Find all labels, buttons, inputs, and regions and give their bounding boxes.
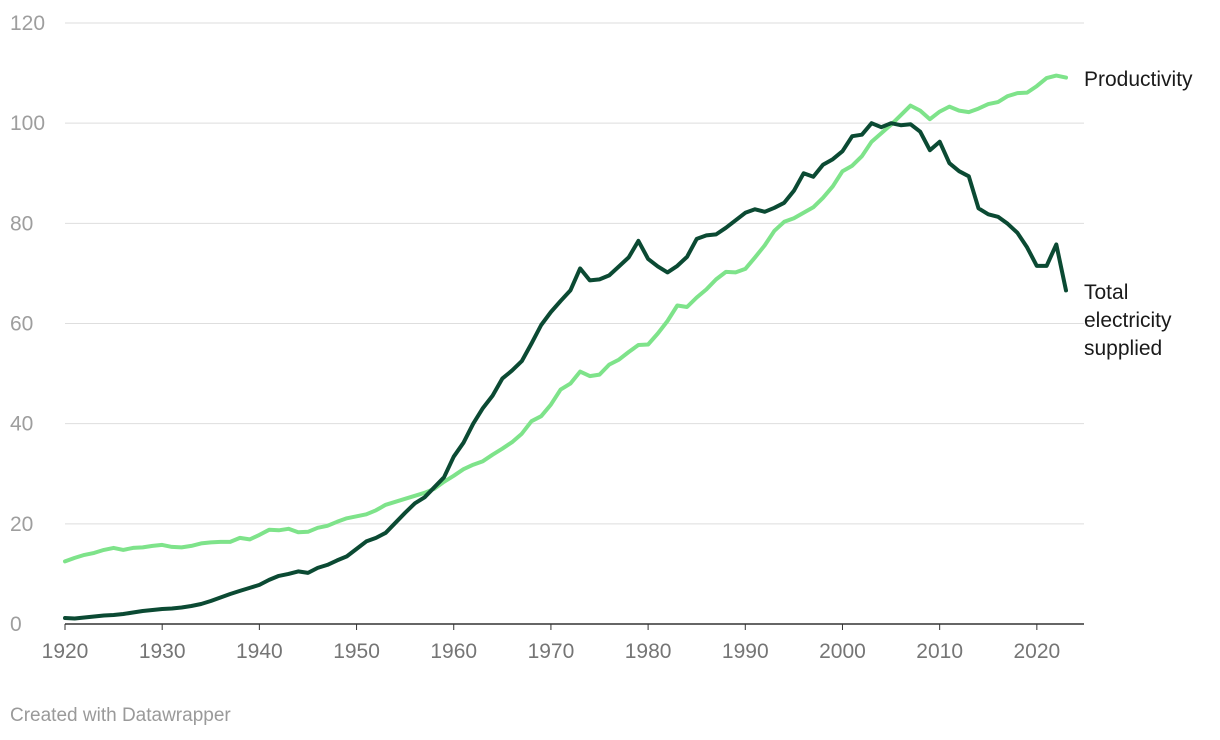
y-tick-label: 20 (10, 513, 33, 536)
x-tick-label: 1940 (236, 640, 283, 663)
x-tick-label: 1980 (625, 640, 672, 663)
footer-credit: Created with Datawrapper (10, 705, 231, 726)
x-tick-label: 2020 (1013, 640, 1060, 663)
series-labels: Productivity Total electricity supplied (1084, 68, 1193, 360)
y-tick-label: 100 (10, 112, 45, 135)
x-tick-label: 1960 (430, 640, 477, 663)
y-tick-label: 0 (10, 613, 22, 636)
x-tick-label: 1920 (42, 640, 89, 663)
x-axis: 1920 1930 1940 1950 1960 1970 1980 1990 2000 2010… (42, 623, 1084, 663)
y-tick-label: 80 (10, 212, 33, 235)
x-tick-label: 1950 (333, 640, 380, 663)
y-tick-label: 40 (10, 413, 33, 436)
y-tick-label: 60 (10, 313, 33, 336)
x-tick-label: 1930 (139, 640, 186, 663)
electricity-line (63, 121, 1068, 621)
series-label-electricity: electricity (1084, 309, 1172, 332)
x-tick-label: 2010 (916, 640, 963, 663)
series-lines (63, 73, 1068, 621)
x-tick-label: 1970 (528, 640, 575, 663)
x-tick-label: 1990 (722, 640, 769, 663)
gridlines (65, 22, 1084, 525)
y-axis-ticks: 0 20 40 60 80 100 120 (10, 12, 45, 636)
x-tick-label: 2000 (819, 640, 866, 663)
series-label-electricity: Total (1084, 281, 1128, 304)
y-tick-label: 120 (10, 12, 45, 35)
productivity-line (63, 73, 1068, 564)
series-label-productivity: Productivity (1084, 68, 1193, 91)
series-label-electricity: supplied (1084, 337, 1162, 360)
line-chart: 0 20 40 60 80 100 120 1920 1930 1940 1950 1960 1970… (10, 12, 1193, 663)
